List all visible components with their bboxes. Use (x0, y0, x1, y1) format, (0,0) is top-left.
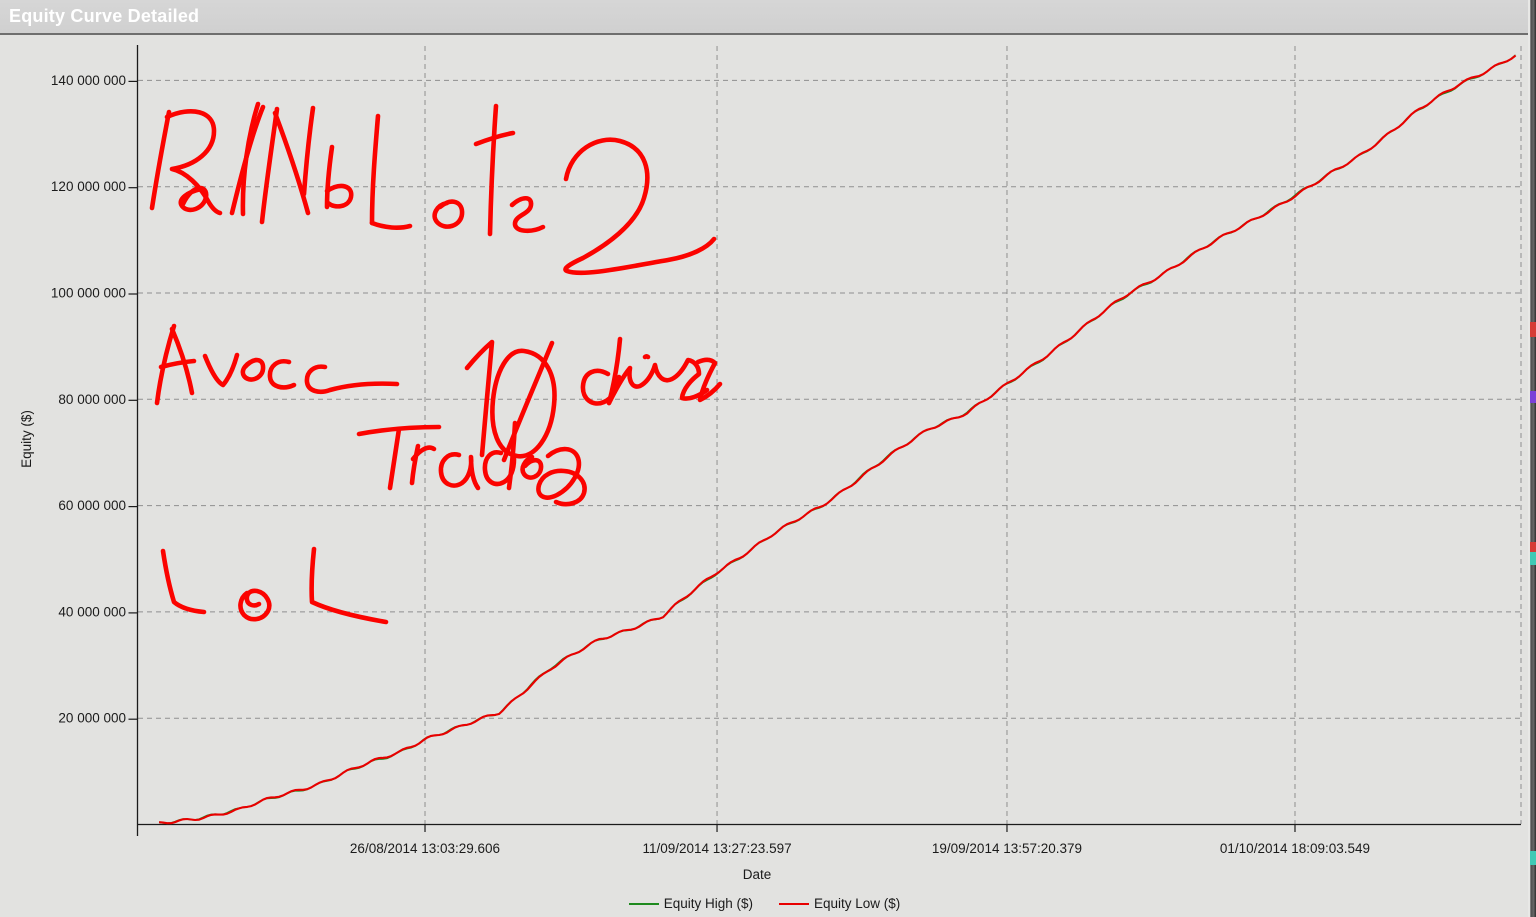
y-tick-label: 120 000 000 (51, 179, 126, 194)
axes (128, 45, 1521, 836)
legend-item-equity-low[interactable]: Equity Low ($) (779, 896, 900, 911)
legend-label: Equity Low ($) (814, 896, 901, 911)
handwriting-annotation-trades (356, 420, 587, 507)
edge-strip-mark (1530, 322, 1536, 337)
y-axis-title: Equity ($) (19, 410, 34, 468)
window-title: Equity Curve Detailed (9, 6, 200, 26)
handwriting-annotation-refnblots2 (149, 101, 717, 276)
series-equity-low-line (158, 54, 1517, 825)
x-tick-label: 01/10/2014 18:09:03.549 (1220, 841, 1370, 856)
gridlines (138, 46, 1522, 824)
edge-strip-mark (1530, 542, 1536, 552)
y-tick-label: 20 000 000 (58, 711, 126, 726)
y-tick-label: 140 000 000 (51, 73, 126, 88)
y-tick-label: 40 000 000 (58, 604, 126, 619)
x-tick-label: 19/09/2014 13:57:20.379 (932, 841, 1082, 856)
y-tick-label: 60 000 000 (58, 498, 126, 513)
screen-edge-strip[interactable] (1530, 0, 1536, 917)
x-tick-label: 26/08/2014 13:03:29.606 (350, 841, 500, 856)
chart-legend: Equity High ($) Equity Low ($) (0, 896, 1529, 911)
handwriting-annotation-lol (160, 546, 389, 625)
legend-item-equity-high[interactable]: Equity High ($) (628, 896, 753, 911)
handwriting-annotation-avec-1-derniers (154, 323, 723, 463)
legend-line-swatch (779, 902, 809, 905)
window-title-bar[interactable]: Equity Curve Detailed (0, 0, 1529, 35)
legend-label: Equity High ($) (663, 896, 753, 911)
window-edge-gap (1528, 0, 1530, 917)
y-tick-label: 80 000 000 (58, 392, 126, 407)
series-equity-high-line (158, 54, 1516, 825)
y-tick-label: 100 000 000 (51, 286, 126, 301)
tick-labels: 20 000 000 40 000 000 60 000 000 80 000 000… (51, 73, 1370, 856)
x-axis-title: Date (743, 867, 772, 882)
edge-strip-mark (1530, 851, 1536, 865)
edge-strip-mark (1530, 552, 1536, 565)
edge-strip-mark (1530, 391, 1536, 403)
x-tick-label: 11/09/2014 13:27:23.597 (642, 841, 791, 856)
legend-line-swatch (628, 902, 659, 905)
